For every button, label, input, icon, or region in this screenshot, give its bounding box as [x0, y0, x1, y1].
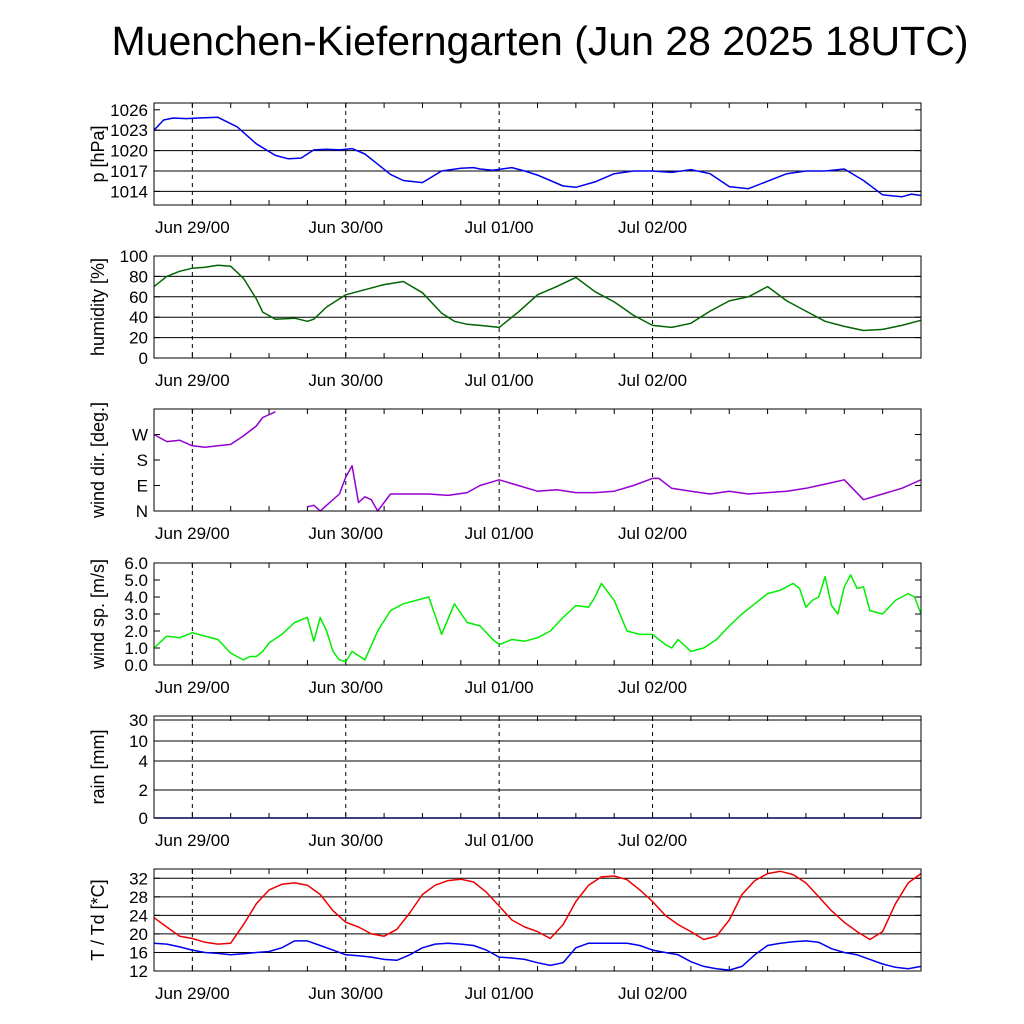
humidity-y-tick-label: 100	[120, 247, 148, 266]
wind_direction-x-tick-label: Jul 02/00	[618, 524, 687, 543]
temperature-y-tick-label: 32	[129, 869, 148, 888]
temperature-x-tick-label: Jul 01/00	[465, 984, 534, 1003]
humidity-y-tick-label: 20	[129, 329, 148, 348]
temperature-y-axis-label: T / Td [*C]	[88, 879, 108, 960]
wind_direction-series-line-1	[153, 411, 922, 512]
wind_direction-x-tick-label: Jun 29/00	[155, 524, 230, 543]
wind_speed-x-tick-label: Jun 29/00	[155, 678, 230, 697]
humidity-x-tick-label: Jun 30/00	[308, 371, 383, 390]
wind_speed-y-tick-label: 4.0	[124, 588, 148, 607]
pressure-y-tick-label: 1023	[110, 121, 148, 140]
rain-y-tick-label: 4	[139, 752, 148, 771]
temperature-y-tick-label: 20	[129, 925, 148, 944]
pressure-y-tick-label: 1026	[110, 101, 148, 120]
rain-y-tick-label: 0	[139, 809, 148, 828]
wind_speed-series-line-1	[153, 574, 922, 663]
wind_speed-y-tick-label: 5.0	[124, 571, 148, 590]
wind_direction-y-tick-label: E	[137, 477, 148, 496]
wind_speed-x-tick-label: Jul 01/00	[465, 678, 534, 697]
temperature-y-tick-label: 16	[129, 943, 148, 962]
humidity-y-tick-label: 80	[129, 267, 148, 286]
wind_speed-y-tick-label: 3.0	[124, 605, 148, 624]
pressure-x-tick-label: Jul 02/00	[618, 218, 687, 237]
temperature-x-tick-label: Jul 02/00	[618, 984, 687, 1003]
wind_speed-y-axis-label: wind sp. [m/s]	[88, 559, 108, 670]
temperature-series-line-2	[153, 940, 922, 971]
rain-x-tick-label: Jul 02/00	[618, 831, 687, 850]
humidity-y-tick-label: 60	[129, 288, 148, 307]
rain-x-tick-label: Jun 30/00	[308, 831, 383, 850]
temperature-x-tick-label: Jun 29/00	[155, 984, 230, 1003]
rain-plot-frame	[153, 715, 922, 819]
pressure-y-tick-label: 1014	[110, 182, 148, 201]
wind_direction-y-tick-label: S	[137, 451, 148, 470]
temperature-x-tick-label: Jun 30/00	[308, 984, 383, 1003]
wind_direction-y-tick-label: N	[136, 502, 148, 521]
temperature-plot-frame	[153, 868, 922, 972]
humidity-x-tick-label: Jul 01/00	[465, 371, 534, 390]
wind_speed-plot-frame	[153, 562, 922, 666]
pressure-plot-frame	[153, 102, 922, 206]
humidity-x-tick-label: Jun 29/00	[155, 371, 230, 390]
rain-y-tick-label: 10	[129, 732, 148, 751]
pressure-y-tick-label: 1017	[110, 162, 148, 181]
temperature-y-tick-label: 24	[129, 906, 148, 925]
pressure-y-tick-label: 1020	[110, 142, 148, 161]
temperature-y-tick-label: 12	[129, 962, 148, 981]
humidity-y-tick-label: 40	[129, 308, 148, 327]
wind_speed-y-tick-label: 6.0	[124, 554, 148, 573]
wind_direction-y-tick-label: W	[132, 426, 148, 445]
humidity-plot-frame	[153, 255, 922, 359]
wind_speed-y-tick-label: 2.0	[124, 622, 148, 641]
wind_speed-y-tick-label: 0.0	[124, 656, 148, 675]
wind_speed-y-tick-label: 1.0	[124, 639, 148, 658]
wind_direction-x-tick-label: Jul 01/00	[465, 524, 534, 543]
humidity-y-tick-label: 0	[139, 349, 148, 368]
rain-x-tick-label: Jun 29/00	[155, 831, 230, 850]
pressure-y-axis-label: p [hPa]	[88, 125, 108, 182]
wind_direction-plot-frame	[153, 408, 922, 512]
humidity-y-axis-label: humidity [%]	[88, 258, 108, 356]
pressure-series-line-1	[153, 116, 922, 198]
temperature-series-line-1	[153, 870, 922, 945]
chart-title: Muenchen-Kieferngarten (Jun 28 2025 18UT…	[111, 18, 969, 64]
rain-y-tick-label: 2	[139, 781, 148, 800]
wind_direction-x-tick-label: Jun 30/00	[308, 524, 383, 543]
humidity-series-line-1	[153, 264, 922, 332]
humidity-x-tick-label: Jul 02/00	[618, 371, 687, 390]
rain-y-axis-label: rain [mm]	[88, 729, 108, 804]
rain-x-tick-label: Jul 01/00	[465, 831, 534, 850]
wind_speed-x-tick-label: Jul 02/00	[618, 678, 687, 697]
rain-y-tick-label: 30	[129, 711, 148, 730]
pressure-x-tick-label: Jun 30/00	[308, 218, 383, 237]
temperature-y-tick-label: 28	[129, 888, 148, 907]
wind_direction-y-axis-label: wind dir. [deg.]	[88, 402, 108, 519]
pressure-x-tick-label: Jun 29/00	[155, 218, 230, 237]
wind_speed-x-tick-label: Jun 30/00	[308, 678, 383, 697]
pressure-x-tick-label: Jul 01/00	[465, 218, 534, 237]
